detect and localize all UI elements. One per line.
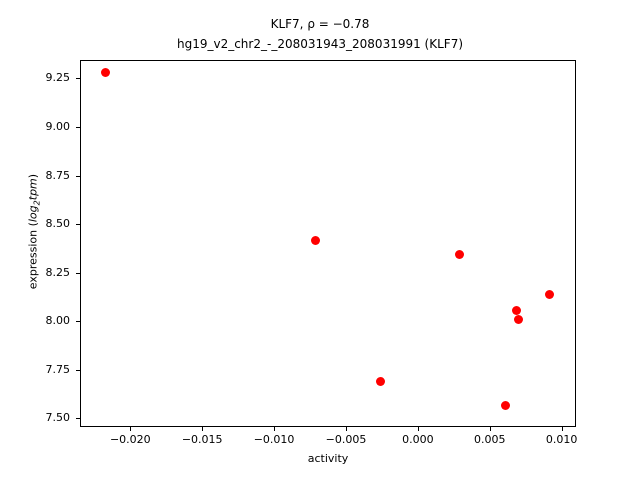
y-axis-label-suffix: ) xyxy=(26,173,40,179)
data-point xyxy=(310,236,320,246)
y-axis-label-tpm: tpm xyxy=(26,178,40,201)
y-axis-label: expression (log2tpm) xyxy=(26,32,41,432)
x-axis-tick xyxy=(130,427,132,431)
y-axis-label-subscript: 2 xyxy=(32,200,42,206)
y-axis-tick-label: 9.25 xyxy=(45,71,71,85)
data-point xyxy=(454,249,464,259)
data-point xyxy=(375,376,385,386)
y-axis-tick xyxy=(76,126,80,128)
y-axis-tick xyxy=(76,369,80,371)
data-point xyxy=(512,306,522,316)
chart-title: KLF7, ρ = −0.78 hg19_v2_chr2_-_208031943… xyxy=(0,14,640,54)
x-axis-tick xyxy=(345,427,347,431)
x-axis-tick-label: −0.020 xyxy=(109,433,151,446)
x-axis-tick-label: −0.015 xyxy=(181,433,223,446)
y-axis-tick-label: 8.25 xyxy=(45,265,71,279)
chart-title-line-1: KLF7, ρ = −0.78 xyxy=(270,17,370,31)
data-point xyxy=(513,314,523,324)
scatter-points-layer xyxy=(81,61,575,426)
y-axis-tick xyxy=(76,418,80,420)
x-axis-tick-label: −0.010 xyxy=(253,433,295,446)
y-axis-tick xyxy=(76,78,80,80)
y-axis-tick-label: 8.75 xyxy=(45,168,71,182)
plot-axes-frame xyxy=(80,60,576,427)
y-axis-tick-label: 8.50 xyxy=(45,217,71,231)
x-axis-tick-label: 0.000 xyxy=(402,433,434,446)
x-axis-tick-label: 0.005 xyxy=(473,433,506,446)
x-axis-tick xyxy=(274,427,276,431)
y-axis-tick-label: 7.75 xyxy=(45,362,71,376)
x-axis-label: activity xyxy=(307,452,349,465)
x-axis-tick xyxy=(489,427,491,431)
x-axis-tick xyxy=(202,427,204,431)
x-axis-tick xyxy=(417,427,419,431)
y-axis-tick-label: 8.00 xyxy=(45,314,71,328)
y-axis-label-prefix: expression ( xyxy=(26,222,40,290)
y-axis-tick xyxy=(76,175,80,177)
data-point xyxy=(100,68,110,78)
y-axis-tick xyxy=(76,321,80,323)
y-axis-tick-label: 7.50 xyxy=(45,411,71,425)
y-axis-tick xyxy=(76,272,80,274)
data-point xyxy=(545,290,555,300)
y-axis-label-log: log xyxy=(26,205,40,223)
x-axis-tick xyxy=(561,427,563,431)
data-point xyxy=(500,401,510,411)
x-axis-tick-label: 0.010 xyxy=(545,433,578,446)
y-axis-tick-label: 9.00 xyxy=(45,119,71,133)
chart-title-line-2: hg19_v2_chr2_-_208031943_208031991 (KLF7… xyxy=(176,37,464,51)
x-axis-tick-label: −0.005 xyxy=(325,433,367,446)
y-axis-tick xyxy=(76,224,80,226)
